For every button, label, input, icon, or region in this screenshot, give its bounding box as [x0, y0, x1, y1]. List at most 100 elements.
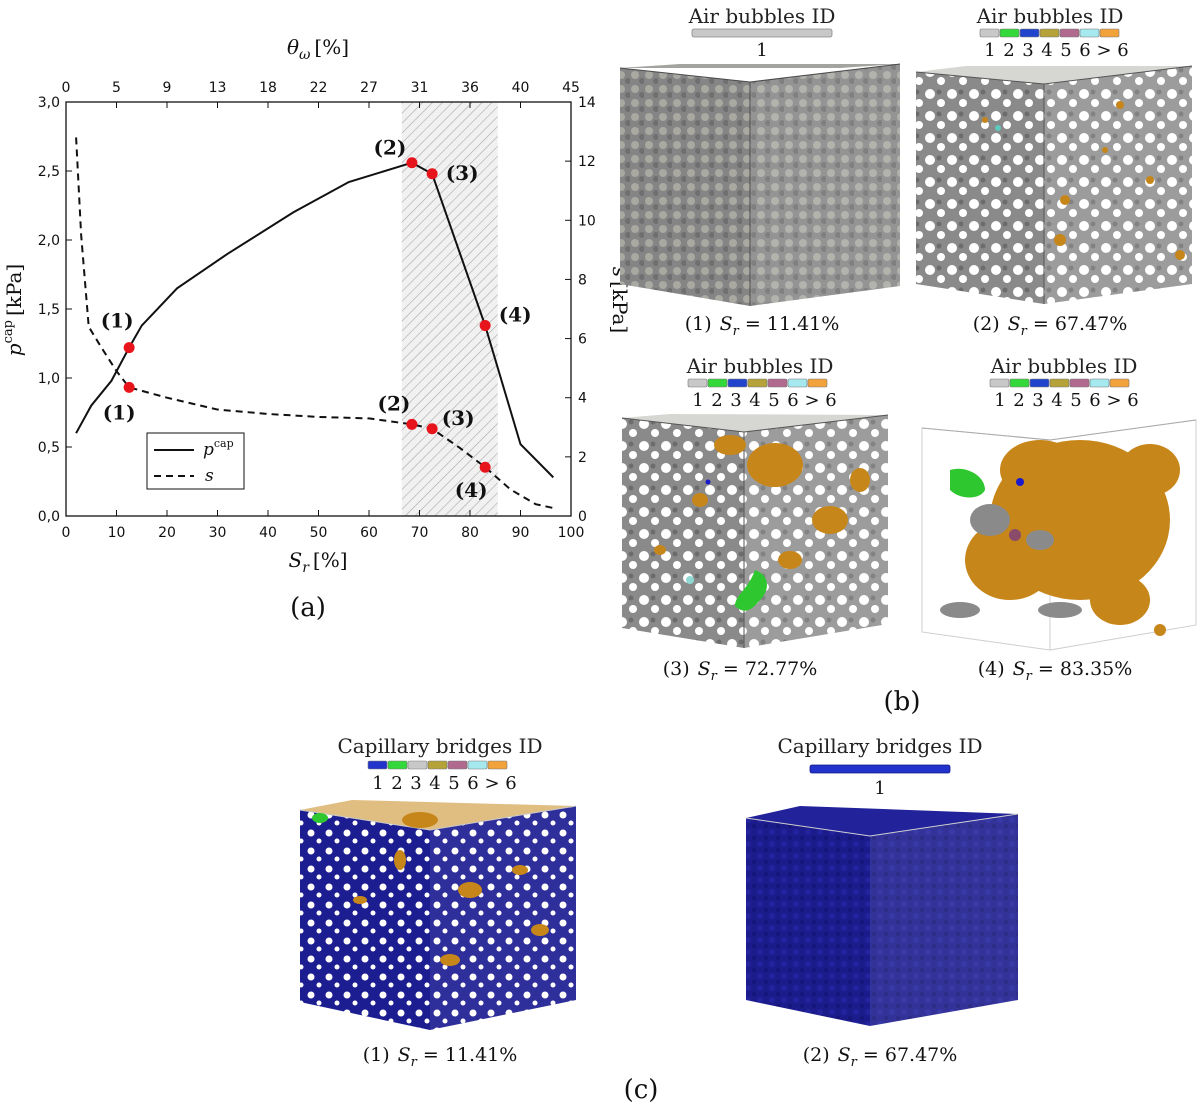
chart-legend: pcap s: [146, 432, 245, 490]
id-color-bar: [687, 378, 828, 388]
id-number: 2: [1013, 390, 1024, 411]
x-tick-label: 50: [310, 525, 328, 541]
id-color-swatch: [787, 378, 808, 388]
x-tick-label: 10: [108, 525, 126, 541]
id-color-swatch: [427, 760, 448, 770]
y-tick-label: 2,0: [38, 233, 60, 249]
y-tick-label: 1,0: [38, 371, 60, 387]
x-tick-label: 40: [259, 525, 277, 541]
id-number: 2: [391, 773, 402, 794]
top-tick-label: 45: [562, 80, 580, 96]
top-tick-label: 5: [112, 80, 121, 96]
marker-point: [123, 342, 135, 354]
id-color-bar: [989, 378, 1130, 388]
y-axis-title: pcap[kPa]: [1, 264, 26, 356]
y-tick-label: 2,5: [38, 164, 60, 180]
id-number: >: [1096, 40, 1111, 61]
marker-point: [123, 381, 135, 393]
x-tick-label: 30: [209, 525, 227, 541]
legend-entry-pcap: pcap: [203, 437, 234, 460]
id-labels: 1 2 3 4 5 6 >6: [984, 40, 1128, 61]
id-number: 6: [1127, 390, 1138, 411]
air-bubbles-view-2: Air bubbles ID 1 2 3 4 5 6 >6 (2) Sr = 67.47%: [915, 4, 1193, 339]
id-number: 6: [825, 390, 836, 411]
panel-label-c: (c): [624, 1075, 659, 1105]
marker-layer: (1) (2) (3) (4) (1) (2) (3) (4): [101, 136, 532, 502]
marker-label: (1): [101, 309, 134, 333]
top-tick-label: 22: [310, 80, 328, 96]
series-line-p: [75, 161, 555, 479]
legend-title: Air bubbles ID: [688, 4, 836, 28]
legend-title: Air bubbles ID: [990, 354, 1138, 378]
id-color-swatch: [1079, 28, 1100, 38]
top-tick-label: 13: [209, 80, 227, 96]
y2-tick-label: 6: [578, 332, 587, 348]
y2-tick-label: 10: [578, 213, 596, 229]
legend-title: Capillary bridges ID: [777, 734, 982, 758]
marker-point: [426, 168, 438, 180]
id-color-swatch: [367, 760, 388, 770]
air-bubbles-view-1: Air bubbles ID 1 (1) Sr = 11.41%: [619, 4, 901, 339]
marker-point: [406, 418, 418, 430]
marker-label: (2): [374, 136, 407, 160]
air-bubbles-view-4: Air bubbles ID 1 2 3 4 5 6 >6: [921, 354, 1197, 684]
marker-label: (1): [103, 400, 136, 424]
id-number: >: [484, 773, 499, 794]
panel-b: Air bubbles ID 1 (1) Sr = 11.41% Air bubb…: [619, 4, 1197, 717]
x-tick-label: 0: [62, 525, 71, 541]
id-number: 4: [1051, 390, 1062, 411]
id-number: 3: [410, 773, 421, 794]
x-tick-label: 60: [360, 525, 378, 541]
series-layer: [75, 137, 557, 510]
panel-c: Capillary bridges ID 1 2 3 4 5 6 >6 (1) Sr = 11…: [299, 734, 1019, 1105]
id-number: 2: [711, 390, 722, 411]
id-number: 6: [1117, 40, 1128, 61]
id-number: 6: [505, 773, 516, 794]
air-bubbles-view-3: Air bubbles ID 1 2 3 4 5 6 >6 (3) Sr =: [621, 354, 889, 684]
id-number: 4: [749, 390, 760, 411]
id-color-bar: [809, 764, 951, 774]
id-number: 4: [429, 773, 440, 794]
plot-frame: [65, 101, 572, 517]
id-color-swatch: [1019, 28, 1040, 38]
legend-title: Air bubbles ID: [686, 354, 834, 378]
caption: (4) Sr = 83.35%: [978, 658, 1133, 684]
id-color-bar: [979, 28, 1120, 38]
y-tick-label: 0,0: [38, 509, 60, 525]
id-color-swatch: [1069, 378, 1090, 388]
x-tick-label: 20: [158, 525, 176, 541]
marker-label: (4): [455, 478, 488, 502]
id-color-swatch: [687, 378, 708, 388]
id-number: 1: [984, 40, 995, 61]
id-number: 6: [467, 773, 478, 794]
id-color-swatch: [707, 378, 728, 388]
capillary-bridges-view-1: Capillary bridges ID 1 2 3 4 5 6 >6 (1) Sr = 11…: [299, 734, 577, 1070]
y2-tick-label: 2: [578, 450, 587, 466]
y2-tick-label: 0: [578, 509, 587, 525]
marker-label: (3): [442, 406, 475, 430]
id-number: 1: [692, 390, 703, 411]
y-tick-label: 0,5: [38, 440, 60, 456]
x-tick-label: 80: [461, 525, 479, 541]
x-tick-label: 90: [512, 525, 530, 541]
id-number: 3: [1022, 40, 1033, 61]
series-line-s: [75, 137, 557, 510]
marker-label: (4): [499, 303, 532, 327]
caption: (1) Sr = 11.41%: [363, 1044, 518, 1070]
marker-label: (3): [446, 161, 479, 185]
top-axis-title: θω [%]: [287, 35, 349, 63]
cube-render: [915, 65, 1193, 304]
id-number: 2: [1003, 40, 1014, 61]
id-color-swatch: [387, 760, 408, 770]
top-tick-label: 40: [512, 80, 530, 96]
cube-render: [621, 414, 889, 648]
id-number: 3: [730, 390, 741, 411]
cube-render: [745, 806, 1019, 1026]
id-number: >: [1106, 390, 1121, 411]
id-color-swatch: [1059, 28, 1080, 38]
marker-point: [406, 157, 418, 169]
x-tick-label: 100: [558, 525, 585, 541]
caption: (2) Sr = 67.47%: [973, 313, 1128, 339]
